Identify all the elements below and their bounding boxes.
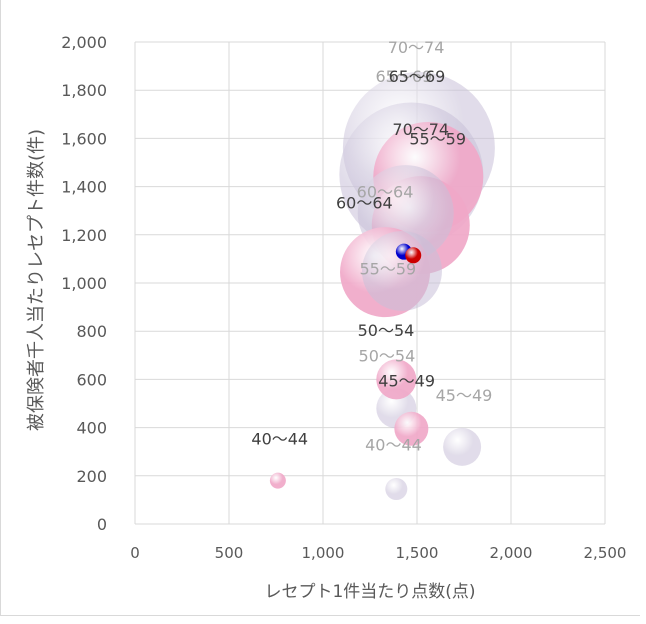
bubble-data-label: 45～49 — [436, 386, 493, 405]
bubble-data-label: 60～64 — [357, 182, 414, 201]
x-tick-label: 2,000 — [490, 544, 533, 562]
bubble-pink — [269, 472, 286, 489]
bubble-data-label: 45～49 — [378, 372, 435, 391]
bubble-data-label: 65～69 — [375, 67, 432, 86]
axes: 0 200 400 600 800 1,000 1,200 1,400 1,600 1,800 2,… — [61, 33, 626, 562]
chart-frame — [0, 0, 640, 616]
bubble-data-label: 60～64 — [336, 193, 393, 212]
y-tick-label: 400 — [76, 419, 107, 438]
bubble-pink — [376, 359, 417, 400]
bubble-data-label: 55～59 — [359, 260, 416, 279]
y-tick-label: 2,000 — [61, 33, 107, 52]
y-tick-label: 1,000 — [61, 274, 107, 293]
x-tick-label: 1,000 — [302, 544, 345, 562]
bubble-gray — [361, 230, 442, 311]
x-axis-title: レセプト1件当たり点数(点) — [264, 582, 475, 602]
y-tick-label: 1,600 — [61, 129, 107, 148]
marker-red — [405, 247, 422, 264]
y-tick-label: 0 — [97, 515, 107, 534]
bubble-data-label: 50～54 — [358, 321, 415, 340]
bubble-pink — [394, 411, 429, 446]
bubble-data-label: 40～44 — [251, 429, 308, 448]
y-tick-label: 200 — [76, 467, 107, 486]
x-tick-label: 2,500 — [584, 544, 627, 562]
bubble-data-label: 40～44 — [365, 435, 422, 454]
bubble-gray — [385, 478, 408, 501]
bubble-data-label: 70～74 — [392, 120, 449, 139]
y-tick-label: 800 — [76, 322, 107, 341]
x-tick-label: 0 — [130, 544, 140, 562]
data-labels: 70～7465～6965～6970～7455～5960～6460～6455～59… — [251, 38, 492, 455]
y-tick-label: 1,400 — [61, 178, 107, 197]
y-tick-label: 1,200 — [61, 226, 107, 245]
bubble-data-label: 55～59 — [409, 129, 466, 148]
x-tick-label: 1,500 — [396, 544, 439, 562]
bubbles — [269, 72, 495, 501]
y-axis-title: 被保険者千人当たりレセプト件数(件) — [26, 129, 47, 431]
bubble-gray — [443, 427, 482, 466]
bubble-data-label: 65～69 — [389, 67, 446, 86]
bubble-data-label: 70～74 — [388, 38, 445, 57]
x-tick-label: 500 — [215, 544, 244, 562]
bubble-data-label: 50～54 — [359, 346, 416, 365]
y-tick-label: 600 — [76, 370, 107, 389]
y-tick-label: 1,800 — [61, 81, 107, 100]
